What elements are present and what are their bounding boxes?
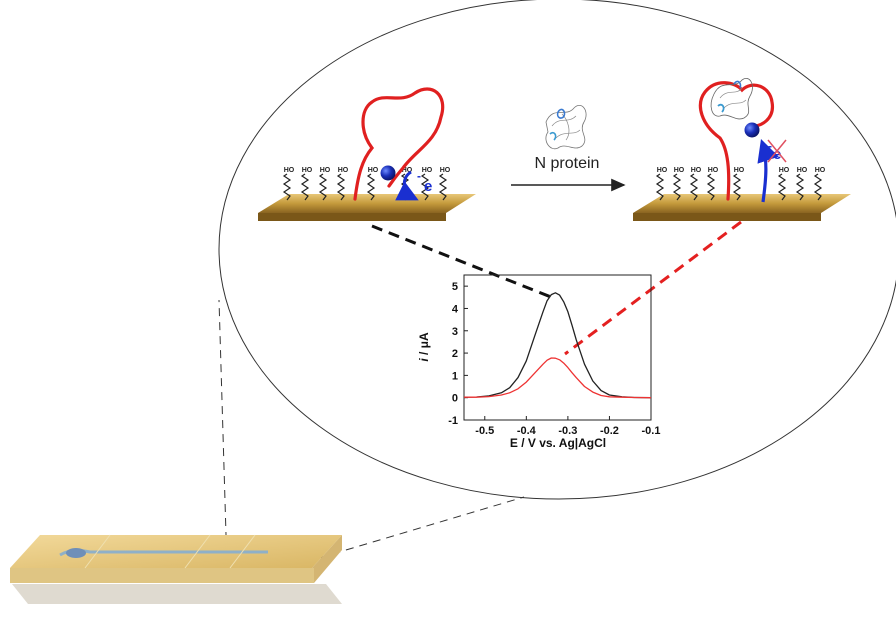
electrode-chip bbox=[10, 534, 342, 604]
zoom-ellipse bbox=[218, 0, 896, 500]
right-linker-chain bbox=[795, 173, 805, 201]
chart-y-tick-label: -1 bbox=[448, 415, 458, 427]
right-linker-chain bbox=[777, 173, 787, 201]
right-linker-chain bbox=[689, 173, 699, 201]
bound-n-protein bbox=[710, 78, 753, 120]
left-linker-label: HO bbox=[338, 167, 349, 174]
leader-before bbox=[371, 224, 552, 299]
chart-series-line-2 bbox=[464, 357, 652, 399]
methylene-blue-ball-right bbox=[744, 122, 760, 138]
electron-transfer-arrow-left bbox=[395, 170, 419, 201]
gold-surface-left bbox=[258, 194, 476, 213]
electron-label-right: e bbox=[773, 146, 781, 163]
electron-label-left: e bbox=[424, 178, 432, 195]
electrode-after: HO HO HO HO HO HO HO HO - e bbox=[633, 78, 851, 221]
chart-x-tick-label: -0.1 bbox=[642, 425, 661, 437]
left-linker-chain bbox=[282, 173, 292, 201]
left-linker-chain bbox=[336, 173, 346, 201]
right-linker-label: HO bbox=[657, 167, 668, 174]
left-linker-label: HO bbox=[368, 167, 379, 174]
chart-plot-area bbox=[463, 274, 652, 421]
chart-x-tick-label: -0.4 bbox=[517, 425, 537, 437]
right-linker-chain bbox=[813, 173, 823, 201]
zoom-line-left bbox=[218, 299, 228, 569]
chart-y-tick-label: 4 bbox=[452, 303, 459, 315]
electron-sign-left: - bbox=[417, 169, 421, 183]
voltammogram-chart: -0.5 -0.4 -0.3 -0.2 -0.1 -1 0 1 2 3 4 5 E / V vs. A… bbox=[417, 274, 661, 450]
chart-y-tick-label: 1 bbox=[452, 370, 458, 382]
left-linker-chain bbox=[438, 173, 448, 201]
right-linker-label: HO bbox=[779, 167, 790, 174]
electron-transfer-arrow-right bbox=[757, 138, 779, 203]
left-linker-chain bbox=[318, 173, 328, 201]
chart-y-tick-label: 2 bbox=[452, 348, 458, 360]
gold-surface-right bbox=[633, 194, 851, 213]
n-protein-icon bbox=[545, 105, 587, 150]
chart-x-tick-label: -0.3 bbox=[558, 425, 577, 437]
chart-y-tick-label: 5 bbox=[452, 281, 458, 293]
left-linker-label: HO bbox=[302, 167, 313, 174]
reaction-arrow-label: N protein bbox=[535, 155, 600, 172]
chart-y-axis-label-italic: i bbox=[417, 358, 431, 362]
right-linker-label: HO bbox=[815, 167, 826, 174]
chart-y-axis-label: i / μA bbox=[417, 332, 431, 362]
left-linker-chain bbox=[420, 173, 430, 201]
blocked-transfer-cross-icon bbox=[767, 139, 787, 163]
chart-series-line-1 bbox=[463, 292, 652, 399]
right-linker-chain bbox=[655, 173, 665, 201]
chart-y-tick-label: 0 bbox=[452, 393, 458, 405]
ho-linkers-right: HO HO HO HO HO HO HO HO bbox=[655, 167, 826, 201]
electrode-before: HO HO HO HO HO HO HO HO - e bbox=[258, 87, 476, 221]
right-linker-label: HO bbox=[797, 167, 808, 174]
left-linker-label: HO bbox=[320, 167, 331, 174]
left-linker-label: HO bbox=[440, 167, 451, 174]
left-linker-label: HO bbox=[284, 167, 295, 174]
left-linker-label: HO bbox=[402, 167, 413, 174]
ho-linkers-left: HO HO HO HO HO HO HO HO bbox=[282, 167, 451, 201]
electron-sign-right: - bbox=[768, 139, 772, 153]
left-linker-label: HO bbox=[422, 167, 433, 174]
right-linker-label: HO bbox=[708, 167, 719, 174]
right-linker-label: HO bbox=[734, 167, 745, 174]
aptamer-strand-right bbox=[698, 81, 775, 201]
chart-x-axis-label: E / V vs. Ag|AgCl bbox=[510, 436, 606, 450]
left-linker-chain bbox=[366, 173, 376, 201]
methylene-blue-ball-left bbox=[380, 165, 396, 181]
right-linker-chain bbox=[706, 173, 716, 201]
right-linker-label: HO bbox=[691, 167, 702, 174]
chart-x-tick-label: -0.5 bbox=[475, 425, 494, 437]
leader-after bbox=[564, 220, 742, 356]
left-linker-chain bbox=[300, 173, 310, 201]
right-linker-chain bbox=[672, 173, 682, 201]
chart-x-tick-label: -0.2 bbox=[600, 425, 619, 437]
right-linker-label: HO bbox=[674, 167, 685, 174]
right-linker-chain bbox=[732, 173, 742, 201]
chart-y-tick-label: 3 bbox=[452, 326, 458, 338]
chart-y-axis-label-rest: / μA bbox=[417, 332, 431, 358]
aptamer-strand-left bbox=[353, 87, 445, 201]
